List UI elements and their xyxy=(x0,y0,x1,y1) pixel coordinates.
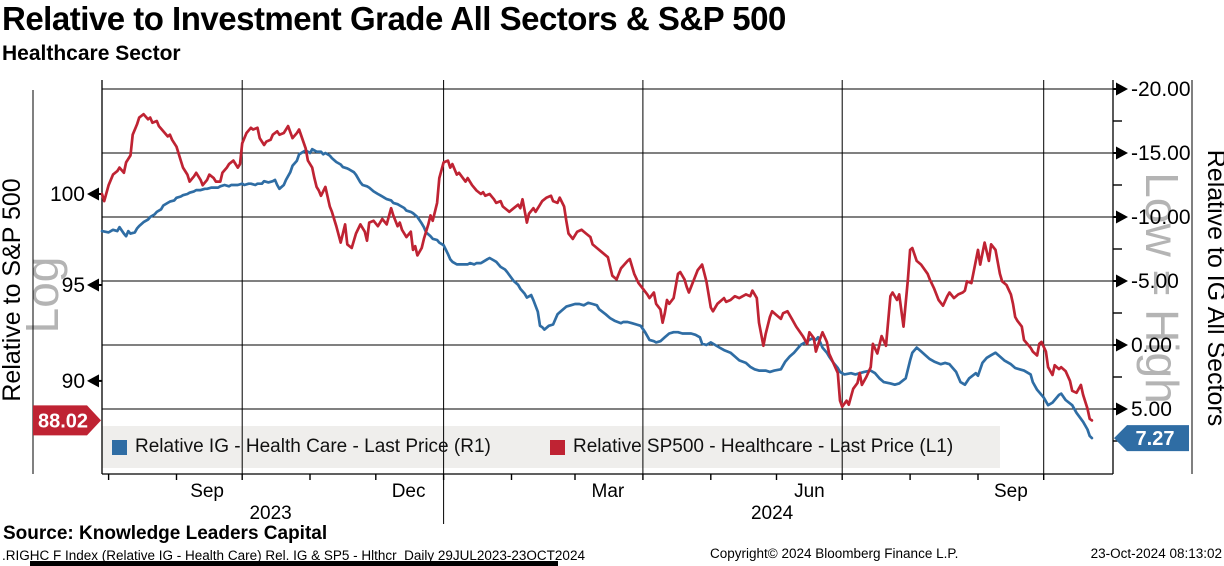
legend-item-sp500-healthcare: Relative SP500 - Healthcare - Last Price… xyxy=(550,426,953,468)
right-tick-arrow xyxy=(1116,82,1128,96)
left-tick-arrow xyxy=(87,187,99,201)
right-tick-label: 5.00 xyxy=(1131,398,1172,421)
right-tick-arrow xyxy=(1116,146,1128,160)
log-scale-watermark: Log xyxy=(16,257,68,334)
gridlines xyxy=(102,80,1113,474)
right-tick-label: 0.00 xyxy=(1131,334,1172,357)
source-credit: Source: Knowledge Leaders Capital xyxy=(3,523,328,544)
x-year-label: 2023 xyxy=(249,503,291,524)
x-month-label: Mar xyxy=(592,481,625,502)
blue-series-line xyxy=(100,147,1094,440)
left-tick-arrow xyxy=(87,374,99,388)
legend-swatch-red xyxy=(550,439,565,455)
timestamp: 23-Oct-2024 08:13:02 xyxy=(1090,546,1222,561)
right-tick-label: -10.00 xyxy=(1131,206,1191,229)
left-tick-label: 95 xyxy=(62,274,85,297)
legend-label: Relative SP500 - Healthcare - Last Price… xyxy=(573,436,954,457)
left-tick-label: 100 xyxy=(50,183,85,206)
x-month-label: Dec xyxy=(392,481,426,502)
page-title: Relative to Investment Grade All Sectors… xyxy=(2,0,786,37)
legend: Relative IG - Health Care - Last Price (… xyxy=(102,426,1000,468)
right-tick-arrow xyxy=(1116,274,1128,288)
right-tick-label: -5.00 xyxy=(1131,270,1179,293)
x-month-label: Sep xyxy=(994,481,1028,502)
left-tick-arrow xyxy=(87,278,99,292)
blue-last-price-badge xyxy=(1114,425,1189,452)
legend-label: Relative IG - Health Care - Last Price (… xyxy=(135,436,491,457)
red-last-price-badge xyxy=(33,405,101,436)
low-high-watermark: Low = High xyxy=(1136,172,1188,403)
x-month-label: Sep xyxy=(190,481,224,502)
blue-badge-value: 7.27 xyxy=(1136,428,1175,450)
right-tick-label: -15.00 xyxy=(1131,142,1191,165)
red-badge-value: 88.02 xyxy=(38,410,88,432)
page-subtitle: Healthcare Sector xyxy=(2,42,181,65)
right-tick-label: -20.00 xyxy=(1131,78,1191,101)
right-tick-arrow xyxy=(1116,210,1128,224)
legend-swatch-blue xyxy=(112,439,127,455)
left-tick-label: 90 xyxy=(62,370,85,393)
right-tick-arrow xyxy=(1116,402,1128,416)
right-axis-title: Relative to IG All Sectors xyxy=(1202,150,1224,427)
x-year-label: 2024 xyxy=(751,503,794,524)
bottom-edge-bar xyxy=(30,561,558,566)
left-axis-title: Relative to S&P 500 xyxy=(0,178,26,401)
red-series-line xyxy=(100,112,1094,422)
index-meta-line: .RIGHC F Index (Relative IG - Health Car… xyxy=(2,548,585,563)
copyright-text: Copyright© 2024 Bloomberg Finance L.P. xyxy=(710,546,959,561)
right-tick-arrow xyxy=(1116,338,1128,352)
data-series xyxy=(100,112,1094,440)
x-month-label: Jun xyxy=(794,481,825,502)
axis-ticks-and-labels: 100 95 90 -20.00 -15.00 -10.00 -5.00 0.00 5.00 Se… xyxy=(50,78,1191,524)
legend-item-ig-health-care: Relative IG - Health Care - Last Price (… xyxy=(112,426,491,468)
last-price-badges: 88.02 7.27 xyxy=(33,405,1189,452)
